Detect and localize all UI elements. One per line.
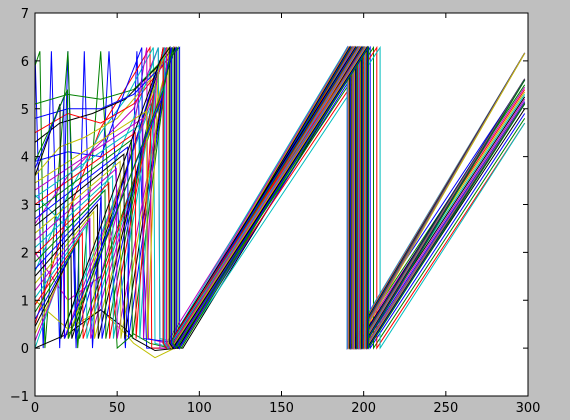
- x-tick-label: 200: [351, 401, 376, 416]
- series-line-42: [35, 45, 526, 350]
- y-tick-label: 5: [21, 103, 29, 118]
- series-line-41: [35, 45, 526, 350]
- y-tick-label: 0: [21, 342, 29, 357]
- series-line-36: [35, 45, 526, 350]
- x-tick-label: 150: [269, 401, 294, 416]
- y-tick-label: 2: [21, 246, 29, 261]
- series-line-35: [35, 45, 526, 350]
- x-tick-label: 250: [433, 401, 458, 416]
- x-tick-label: 100: [187, 401, 212, 416]
- y-tick-label: 4: [21, 151, 29, 166]
- y-tick-label: 7: [21, 7, 29, 22]
- series-line-33: [35, 45, 526, 350]
- series-layer: [35, 45, 526, 359]
- y-tick-label: 3: [21, 199, 29, 214]
- series-line-39: [35, 45, 526, 350]
- series-line-40: [35, 45, 526, 350]
- series-line-34: [35, 45, 526, 350]
- x-tick-label: 300: [516, 401, 541, 416]
- y-tick-label: 6: [21, 55, 29, 70]
- y-tick-label: −1: [10, 390, 29, 405]
- x-tick-label: 50: [109, 401, 126, 416]
- series-line-37: [35, 45, 526, 350]
- series-line-38: [35, 45, 526, 350]
- y-tick-label: 1: [21, 294, 29, 309]
- x-tick-label: 0: [31, 401, 39, 416]
